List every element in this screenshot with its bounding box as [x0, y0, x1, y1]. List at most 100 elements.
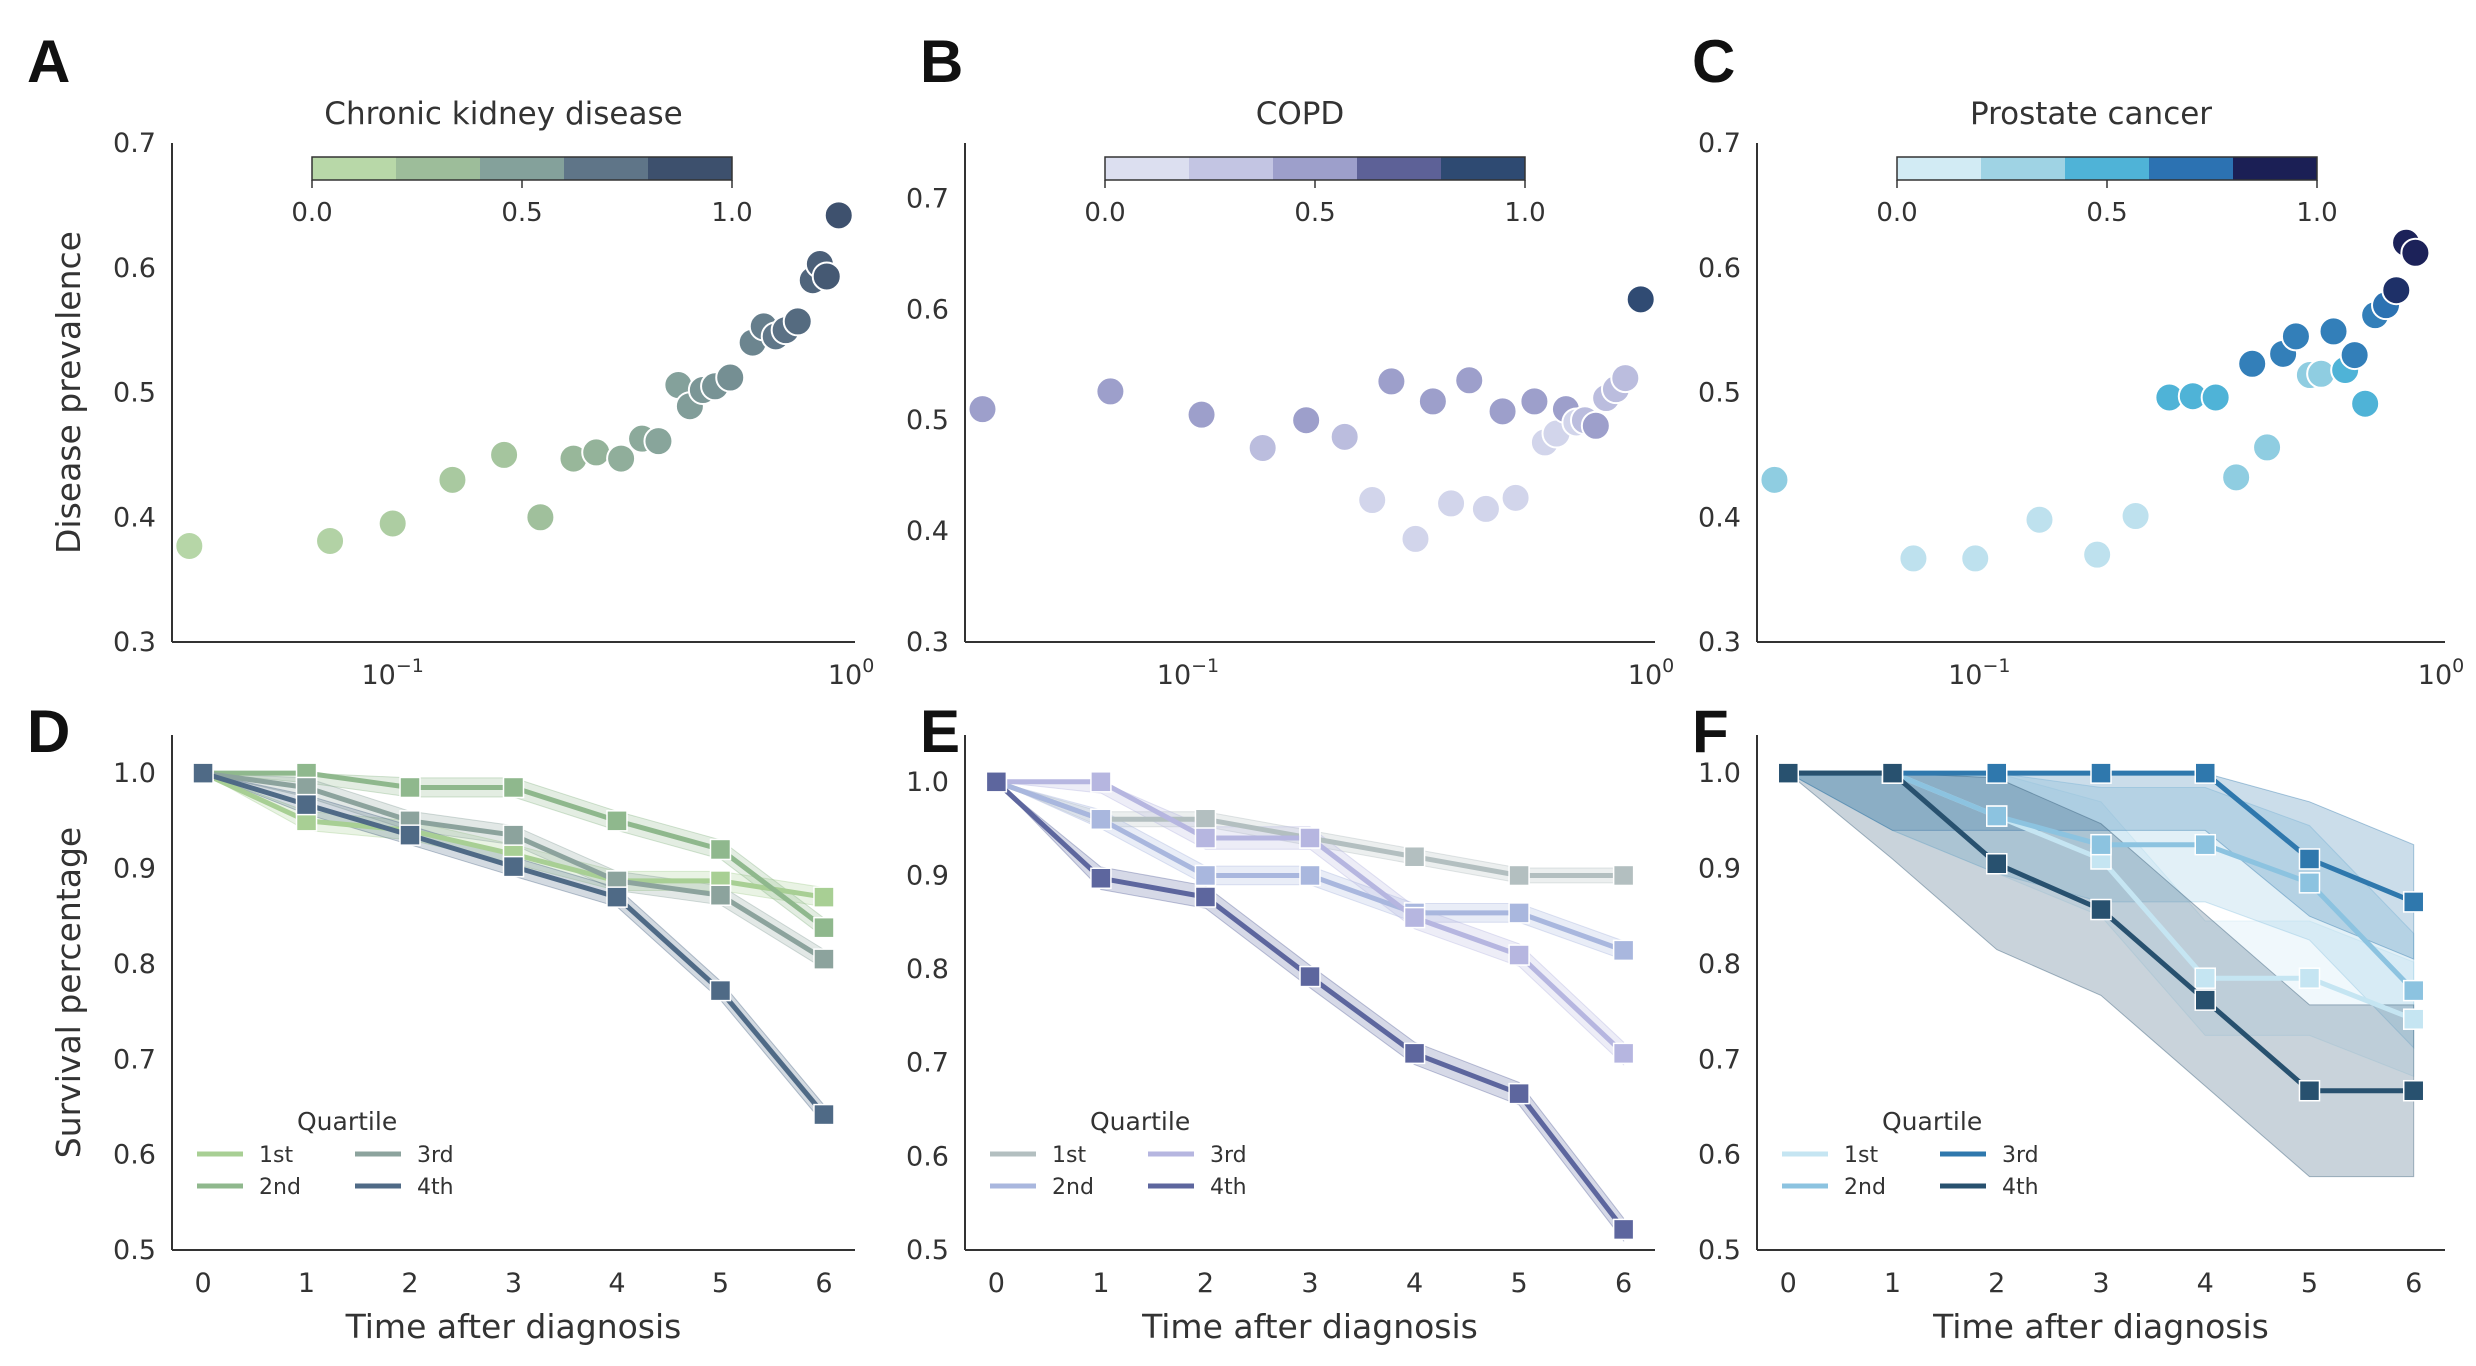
series-marker [1508, 944, 1530, 966]
panel-e: E 0.5 0.6 0.7 0.8 0.9 1.0 0 1 2 3 4 5 6 Time after dia… [906, 698, 1655, 1346]
y-tick-label: 0.6 [906, 1141, 949, 1172]
scatter-point [1625, 284, 1656, 315]
series-marker [1986, 762, 2008, 784]
scatter-point [2339, 340, 2370, 371]
scatter-point [2280, 321, 2311, 352]
x-tick-label: 3 [505, 1268, 522, 1299]
colorbar-segment [1273, 157, 1358, 180]
scatter-point [2252, 432, 2283, 463]
scatter-point [1454, 365, 1485, 396]
y-tick-label: 0.6 [113, 1140, 156, 1171]
confidence-bands [996, 781, 1625, 1243]
x-tick-label: 4 [1406, 1268, 1423, 1299]
colorbar-segment [2233, 157, 2318, 180]
x-tick-label: 3 [2092, 1268, 2109, 1299]
colorbar-segment [2149, 157, 2234, 180]
series-marker [1881, 762, 1904, 784]
panel-title: Prostate cancer [1970, 96, 2212, 132]
scatter-point [2024, 504, 2055, 535]
series-marker [1777, 762, 1800, 784]
colorbar-segment [1981, 157, 2066, 180]
series-marker [192, 762, 214, 784]
y-tick-label: 0.7 [906, 1048, 949, 1079]
y-tick-label: 0.4 [1698, 502, 1741, 533]
series-marker [813, 948, 835, 970]
scatter-point [967, 394, 998, 425]
x-tick-label: 3 [1301, 1268, 1318, 1299]
y-axis-label: Disease prevalence [49, 231, 88, 554]
y-tick-label: 1.0 [113, 758, 156, 789]
series-marker [2090, 762, 2112, 784]
series-marker [2402, 1079, 2425, 1102]
panel-label: A [27, 28, 70, 95]
series-marker [2090, 833, 2112, 856]
series-marker [2402, 979, 2425, 1002]
panel-title: Chronic kidney disease [324, 96, 682, 132]
panel-title: COPD [1256, 96, 1345, 132]
x-axis-label: Time after diagnosis [1932, 1307, 2269, 1346]
x-tick-label: 5 [1510, 1268, 1527, 1299]
series-marker [1090, 808, 1112, 831]
scatter-point [1186, 399, 1217, 430]
series-marker [1194, 808, 1217, 831]
y-tick-label: 0.6 [113, 253, 156, 284]
scatter-point [2381, 275, 2412, 306]
panel-label: E [920, 698, 960, 765]
x-axis-label: Time after diagnosis [1141, 1307, 1478, 1346]
x-tick-label: 100 [828, 655, 874, 691]
legend-label: 2nd [1844, 1175, 1886, 1200]
panel-f: F 0.5 0.6 0.7 0.8 0.9 1.0 0 1 2 3 4 5 6 Time after dia… [1692, 698, 2445, 1346]
x-tick-label: 1 [298, 1268, 315, 1299]
series-marker [2402, 1008, 2425, 1030]
scatter-point [581, 437, 612, 468]
series-marker [502, 855, 525, 878]
colorbar-segment [1897, 157, 1982, 180]
scatter-point [489, 439, 520, 470]
series-marker [2194, 967, 2216, 989]
y-tick-label: 0.6 [1698, 253, 1741, 284]
series-marker [1508, 1082, 1530, 1105]
series-marker [2090, 898, 2112, 921]
panel-label: D [27, 698, 70, 765]
colorbar-tick-label: 0.0 [291, 198, 332, 228]
scatter-points [967, 284, 1656, 554]
legend-label: 4th [1210, 1175, 1247, 1200]
legend-title: Quartile [1090, 1107, 1190, 1136]
x-tick-label: 100 [1628, 655, 1674, 691]
series-marker [2298, 872, 2321, 894]
series-2nd [985, 771, 1635, 962]
series-marker [1299, 864, 1321, 887]
x-tick-label: 10−1 [1157, 655, 1219, 691]
scatter-points [1759, 227, 2431, 574]
scatter-point [1500, 482, 1531, 513]
series-4th [985, 771, 1635, 1241]
series-marker [1612, 939, 1635, 962]
scatter-point [2350, 388, 2381, 419]
panel-label: B [920, 28, 963, 95]
scatter-point [782, 306, 813, 337]
y-tick-label: 0.6 [1698, 1140, 1741, 1171]
series-marker [1090, 771, 1112, 793]
series-marker [399, 824, 421, 846]
x-tick-label: 10−1 [1948, 655, 2010, 691]
confidence-band [996, 781, 1625, 1243]
colorbar-segment [2065, 157, 2150, 180]
series-marker [813, 1103, 835, 1126]
y-tick-label: 1.0 [1698, 758, 1741, 789]
series-marker [502, 824, 525, 846]
series-marker [1986, 805, 2008, 827]
y-tick-label: 0.7 [1698, 1044, 1741, 1075]
series-marker [985, 771, 1008, 793]
scatter-point [2318, 316, 2349, 347]
x-tick-label: 6 [2405, 1268, 2422, 1299]
x-tick-label: 1 [1092, 1268, 1109, 1299]
legend-label: 3rd [1210, 1143, 1247, 1168]
panel-b: B 0.3 0.4 0.5 0.6 0.7 10−1 100 COPD 0.0 0.5 1.0 [906, 28, 1674, 691]
scatter-point [1610, 363, 1641, 394]
y-tick-label: 0.5 [1698, 378, 1741, 409]
y-tick-label: 0.9 [1698, 854, 1741, 885]
series-marker [2298, 967, 2321, 989]
y-tick-label: 0.5 [906, 405, 949, 436]
colorbar-tick-label: 0.5 [501, 198, 542, 228]
